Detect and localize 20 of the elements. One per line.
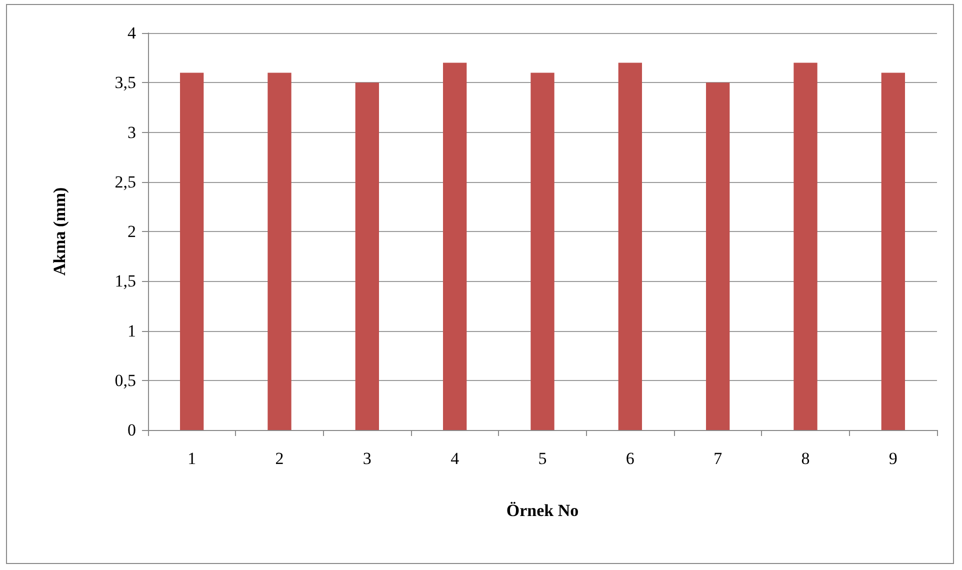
y-tick-label: 2 — [128, 222, 136, 241]
y-tick-label: 4 — [128, 24, 136, 42]
x-tick-label: 2 — [275, 449, 284, 468]
x-tick-label: 7 — [714, 449, 723, 468]
y-tick-label: 3 — [128, 122, 136, 142]
y-axis-title: Akma (mm) — [50, 187, 69, 276]
x-axis-title: Örnek No — [506, 501, 579, 520]
y-tick-label: 3,5 — [114, 73, 136, 92]
x-tick-label: 3 — [362, 449, 372, 468]
y-tick-label: 2,5 — [114, 172, 136, 192]
y-tick-label: 1,5 — [114, 272, 136, 291]
x-tick-label: 9 — [888, 449, 898, 468]
x-tick-label: 4 — [450, 449, 460, 468]
y-tick-label: 0,5 — [114, 370, 136, 390]
y-tick-label: 0 — [128, 420, 136, 440]
y-tick-label: 1 — [128, 321, 136, 340]
x-tick-label: 1 — [188, 449, 196, 468]
x-tick-label: 5 — [538, 449, 547, 468]
x-tick-label: 6 — [626, 449, 634, 468]
x-tick-label: 8 — [801, 449, 810, 468]
